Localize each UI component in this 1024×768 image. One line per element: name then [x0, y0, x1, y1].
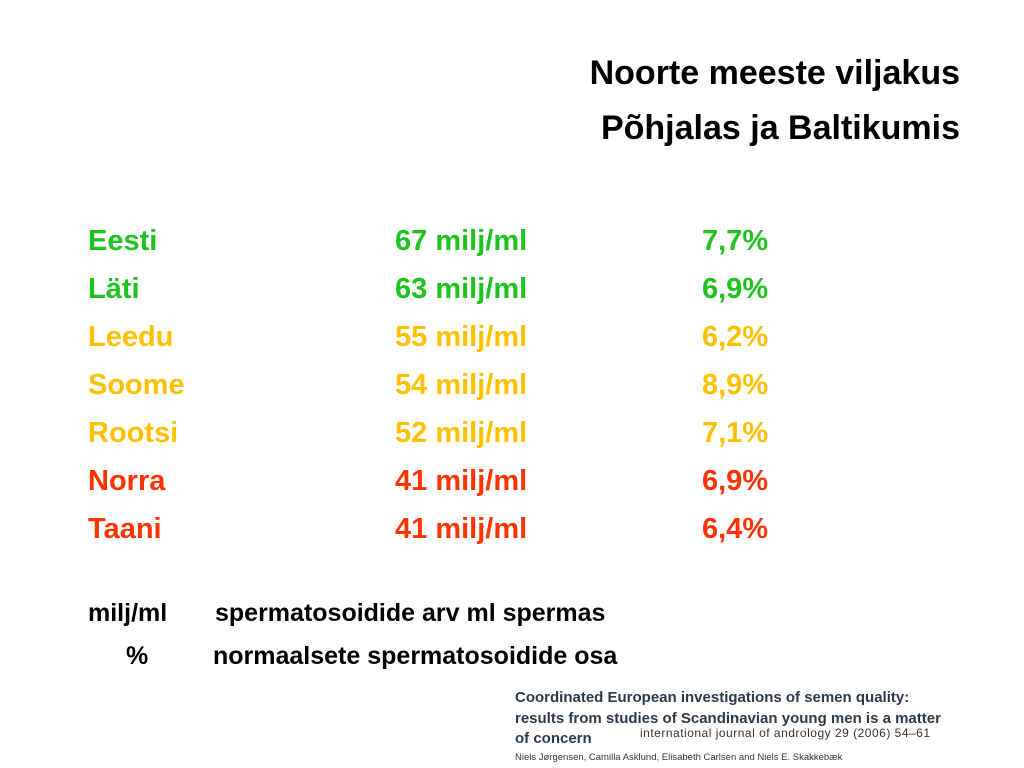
title-line: Põhjalas ja Baltikumis: [600, 109, 960, 147]
citation-journal: international journal of andrology 29 (2…: [640, 726, 931, 740]
cell-concentration: 54 milj/ml: [395, 369, 528, 401]
cell-country: Norra: [88, 465, 166, 497]
cell-concentration: 55 milj/ml: [395, 321, 528, 353]
citation-title: Coordinated European investigations of s…: [515, 689, 910, 706]
cell-normal-share: 7,1%: [702, 417, 769, 449]
cell-country: Eesti: [88, 225, 158, 257]
cell-concentration: 52 milj/ml: [395, 417, 528, 449]
cell-concentration: 67 milj/ml: [395, 225, 528, 257]
cell-country: Soome: [88, 369, 185, 401]
cell-normal-share: 7,7%: [702, 225, 769, 257]
legend-term: milj/ml: [88, 599, 168, 627]
cell-country: Taani: [88, 513, 162, 545]
title-line: Noorte meeste viljakus: [589, 54, 960, 92]
cell-normal-share: 6,9%: [702, 273, 769, 305]
cell-normal-share: 6,4%: [702, 513, 769, 545]
cell-country: Läti: [88, 273, 140, 305]
legend-term: %: [126, 642, 149, 670]
cell-concentration: 41 milj/ml: [395, 465, 528, 497]
legend-description: spermatosoidide arv ml spermas: [215, 599, 606, 627]
citation-authors: Niels Jørgensen, Camilla Asklund, Elisab…: [515, 752, 843, 763]
cell-normal-share: 6,2%: [702, 321, 769, 353]
citation-title: of concern: [515, 730, 592, 747]
citation-title: results from studies of Scandinavian you…: [515, 710, 941, 727]
cell-concentration: 63 milj/ml: [395, 273, 528, 305]
cell-concentration: 41 milj/ml: [395, 513, 528, 545]
cell-country: Rootsi: [88, 417, 179, 449]
cell-country: Leedu: [88, 321, 174, 353]
cell-normal-share: 8,9%: [702, 369, 769, 401]
legend-description: normaalsete spermatosoidide osa: [213, 642, 618, 670]
cell-normal-share: 6,9%: [702, 465, 769, 497]
